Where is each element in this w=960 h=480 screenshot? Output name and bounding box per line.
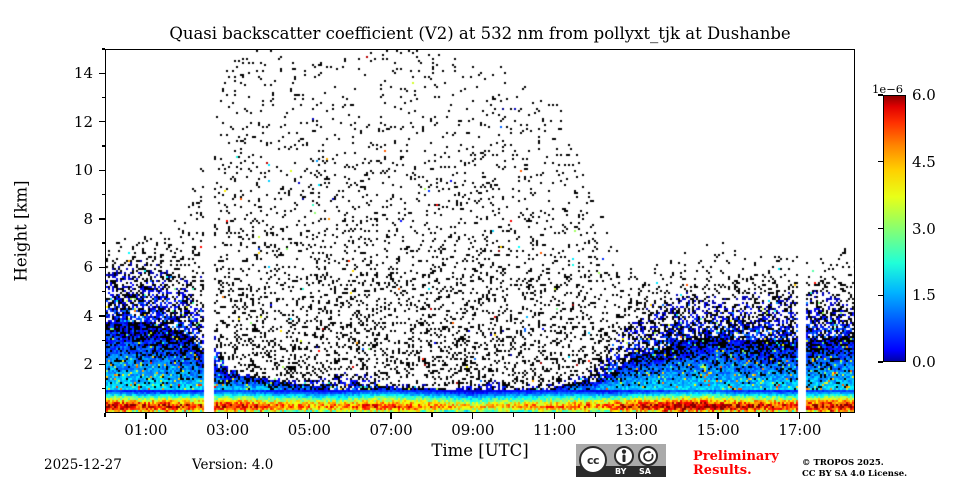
colorbar <box>883 95 906 362</box>
colorbar-tick <box>878 294 883 296</box>
footer-date: 2025-12-27 <box>44 457 122 473</box>
colorbar-tick-label: 3.0 <box>912 219 936 238</box>
x-tick-label: 03:00 <box>205 421 250 439</box>
x-tick-label: 13:00 <box>614 421 658 439</box>
x-tick-minor <box>676 413 678 417</box>
x-tick-major <box>308 413 310 419</box>
y-tick-minor <box>101 339 105 341</box>
y-tick-major <box>99 169 105 171</box>
x-tick-minor <box>267 413 270 417</box>
x-tick-label: 07:00 <box>369 421 413 439</box>
cc-icon: cc <box>579 446 607 474</box>
x-tick-major <box>717 413 719 419</box>
y-tick-minor <box>101 291 105 293</box>
y-tick-major <box>99 363 105 366</box>
badge-by-label: BY <box>615 467 627 476</box>
cc-license-badge-icon[interactable]: cc BY SA <box>576 444 666 477</box>
y-tick-label: 14 <box>73 64 93 83</box>
y-tick-major <box>99 315 105 317</box>
colorbar-gradient <box>883 95 906 362</box>
y-tick-minor <box>101 48 105 50</box>
y-tick-label: 12 <box>73 112 93 131</box>
y-tick-label: 6 <box>83 258 93 277</box>
y-tick-minor <box>101 193 105 196</box>
y-tick-label: 2 <box>83 355 93 374</box>
copyright-line-2: CC BY SA 4.0 License. <box>802 469 908 479</box>
x-tick-major <box>145 413 147 419</box>
footer-version: Version: 4.0 <box>192 457 274 473</box>
preliminary-line-2: Results. <box>693 463 752 478</box>
x-tick-label: 11:00 <box>532 421 577 439</box>
x-tick-label: 09:00 <box>451 421 495 439</box>
preliminary-results-notice: Preliminary Results. <box>693 450 779 478</box>
colorbar-tick-label: 1.5 <box>912 286 936 305</box>
x-tick-major <box>553 413 556 419</box>
plot-axes <box>105 49 855 413</box>
x-tick-label: 01:00 <box>124 421 168 439</box>
y-tick-major <box>99 266 105 269</box>
x-tick-minor <box>186 413 188 417</box>
colorbar-exponent-label: 1e−6 <box>872 82 904 96</box>
copyright-notice: © TROPOS 2025. CC BY SA 4.0 License. <box>802 458 907 480</box>
y-tick-major <box>99 121 105 123</box>
x-tick-minor <box>104 413 106 417</box>
y-tick-label: 10 <box>73 161 93 180</box>
colorbar-tick <box>878 94 883 96</box>
y-tick-label: 4 <box>83 306 93 325</box>
colorbar-tick-label: 0.0 <box>912 353 936 371</box>
preliminary-line-1: Preliminary <box>693 449 779 464</box>
x-tick-major <box>472 413 474 419</box>
x-tick-major <box>226 413 229 419</box>
x-tick-label: 17:00 <box>778 421 822 439</box>
badge-bottom-bar <box>576 466 666 477</box>
colorbar-tick-label: 4.5 <box>912 152 936 171</box>
colorbar-tick <box>878 361 883 363</box>
page-title: Quasi backscatter coefficient (V2) at 53… <box>169 24 791 43</box>
x-axis-label: Time [UTC] <box>431 441 529 460</box>
x-tick-minor <box>513 413 515 417</box>
x-tick-major <box>799 413 801 419</box>
share-alike-glyph <box>642 450 653 462</box>
y-tick-major <box>99 218 105 220</box>
x-tick-major <box>390 413 392 419</box>
copyright-line-1: © TROPOS 2025. <box>802 458 884 468</box>
x-tick-minor <box>594 413 597 417</box>
badge-sa-label: SA <box>639 467 651 476</box>
y-tick-minor <box>101 145 105 147</box>
share-alike-icon <box>638 446 658 466</box>
colorbar-tick <box>878 227 883 230</box>
x-tick-label: 05:00 <box>287 421 331 439</box>
y-tick-minor <box>101 242 105 244</box>
y-tick-minor <box>101 388 105 390</box>
colorbar-tick <box>878 161 883 163</box>
x-tick-major <box>635 413 637 419</box>
x-tick-minor <box>349 413 351 417</box>
person-glyph <box>621 449 627 462</box>
x-tick-label: 15:00 <box>696 421 740 439</box>
x-tick-minor <box>431 413 433 417</box>
x-tick-minor <box>758 413 760 417</box>
y-tick-label: 8 <box>83 209 93 228</box>
attribution-person-icon <box>614 446 634 466</box>
colorbar-tick-label: 6.0 <box>912 86 936 104</box>
y-tick-minor <box>101 96 105 99</box>
heatmap-canvas <box>106 50 854 412</box>
y-axis-label: Height [km] <box>11 180 31 282</box>
x-tick-minor <box>840 413 842 417</box>
y-tick-major <box>99 72 105 74</box>
